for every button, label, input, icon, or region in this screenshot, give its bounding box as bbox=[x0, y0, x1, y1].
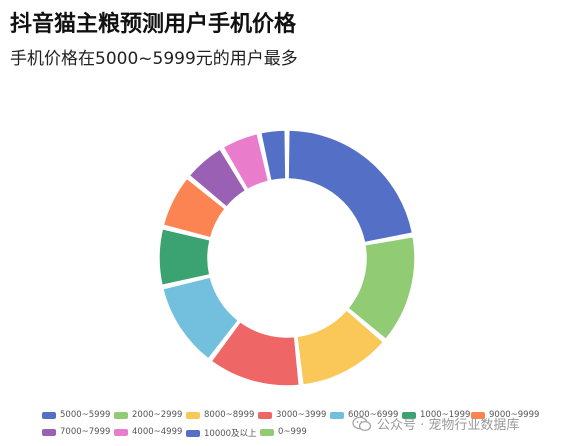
legend-label: 3000~3999 bbox=[276, 410, 327, 420]
wechat-icon bbox=[352, 416, 372, 431]
legend-swatch bbox=[186, 429, 200, 437]
legend-swatch bbox=[260, 428, 274, 436]
legend-item-6000~6999[interactable]: 6000~6999 bbox=[330, 410, 398, 420]
donut-slice-4000~4999[interactable] bbox=[222, 132, 270, 191]
legend-swatch bbox=[186, 411, 200, 419]
watermark: 公众号 · 宠物行业数据库 bbox=[352, 414, 519, 433]
legend-swatch bbox=[114, 428, 128, 436]
donut-slice-3000~3999[interactable] bbox=[210, 320, 301, 387]
legend-item-2000~2999[interactable]: 2000~2999 bbox=[114, 410, 182, 420]
legend-row: 5000~5999 2000~2999 8000~8999 3000~3999 6000… bbox=[0, 410, 571, 422]
legend-item-8000~8999[interactable]: 8000~8999 bbox=[186, 410, 254, 420]
legend-label: 4000~4999 bbox=[132, 427, 183, 437]
legend-label: 1000~1999 bbox=[420, 410, 471, 420]
legend-label: 0~999 bbox=[278, 427, 307, 437]
legend-label: 8000~8999 bbox=[204, 410, 255, 420]
legend-swatch bbox=[402, 411, 416, 419]
legend-swatch bbox=[258, 411, 272, 419]
donut-slice-6000~6999[interactable] bbox=[162, 276, 240, 360]
legend-label: 9000~9999 bbox=[489, 410, 540, 420]
donut-slice-10000及以上[interactable] bbox=[259, 129, 287, 182]
legend-swatch bbox=[114, 411, 128, 419]
legend-item-4000~4999[interactable]: 4000~4999 bbox=[114, 427, 182, 437]
legend-swatch bbox=[42, 411, 56, 419]
legend-label: 5000~5999 bbox=[60, 410, 111, 420]
legend-item-10000及以上[interactable]: 10000及以上 bbox=[186, 427, 257, 439]
legend-swatch bbox=[471, 411, 485, 419]
legend-item-7000~7999[interactable]: 7000~7999 bbox=[42, 427, 110, 437]
legend-item-5000~5999[interactable]: 5000~5999 bbox=[42, 410, 110, 420]
donut-slice-5000~5999[interactable] bbox=[287, 129, 414, 244]
watermark-text: 公众号 · 宠物行业数据库 bbox=[377, 418, 520, 433]
legend-row: 7000~7999 4000~4999 10000及以上 0~999 bbox=[0, 427, 571, 439]
chart-subtitle: 手机价格在5000~5999元的用户最多 bbox=[10, 49, 298, 69]
legend-label: 7000~7999 bbox=[60, 427, 111, 437]
legend-swatch bbox=[330, 411, 344, 419]
legend-item-0~999[interactable]: 0~999 bbox=[260, 427, 307, 437]
legend-item-3000~3999[interactable]: 3000~3999 bbox=[258, 410, 326, 420]
donut-slice-9000~9999[interactable] bbox=[162, 177, 226, 239]
donut-slice-2000~2999[interactable] bbox=[347, 235, 416, 341]
legend-label: 6000~6999 bbox=[348, 410, 399, 420]
donut-slice-8000~8999[interactable] bbox=[296, 309, 385, 386]
legend-label: 10000及以上 bbox=[204, 429, 257, 439]
chart-title: 抖音猫主粮预测用户手机价格 bbox=[10, 12, 297, 37]
legend-item-1000~1999[interactable]: 1000~1999 bbox=[402, 410, 470, 420]
donut-slice-1000~1999[interactable] bbox=[158, 227, 211, 287]
legend-label: 2000~2999 bbox=[132, 410, 183, 420]
legend-item-9000~9999[interactable]: 9000~9999 bbox=[471, 410, 539, 420]
legend-swatch bbox=[42, 428, 56, 436]
donut-slice-7000~7999[interactable] bbox=[188, 148, 247, 208]
